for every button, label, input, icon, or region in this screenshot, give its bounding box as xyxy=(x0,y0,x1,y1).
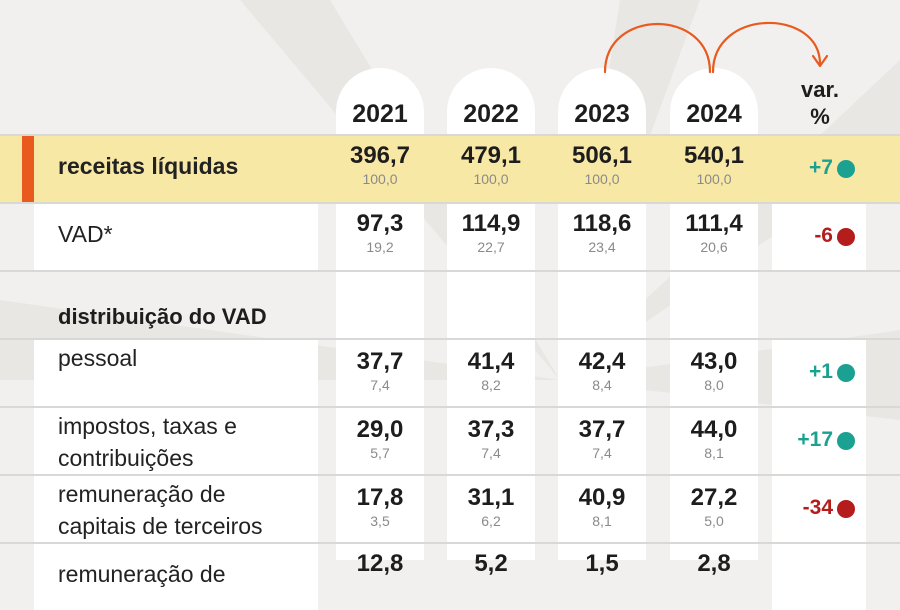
row-label-cell xyxy=(34,202,318,270)
share-2023: 8,1 xyxy=(592,513,612,529)
var-percent: -6 xyxy=(814,224,833,247)
value-2021: 396,7 xyxy=(349,142,411,169)
row-divider xyxy=(0,134,900,136)
row-label-line: remuneração de xyxy=(58,481,226,507)
row-var-cell xyxy=(772,542,866,610)
row-label: receitas líquidas xyxy=(58,150,238,182)
share-2023: 23,4 xyxy=(588,239,616,255)
share-2023: 8,4 xyxy=(592,377,612,393)
share-2022: 100,0 xyxy=(473,171,509,187)
row-label: remuneração de capitais de terceiros xyxy=(58,478,263,542)
value-2023: 40,9 xyxy=(578,484,626,511)
row-label: remuneração de xyxy=(58,558,226,590)
share-2021: 7,4 xyxy=(370,377,390,393)
row-divider xyxy=(0,270,900,272)
share-2024: 8,1 xyxy=(704,445,724,461)
year-column-2023 xyxy=(558,135,646,560)
row-label-cell xyxy=(34,474,318,542)
row-label-line: contribuições xyxy=(58,445,194,471)
value-2021: 29,0 xyxy=(356,416,404,443)
var-header: var. % xyxy=(778,76,862,130)
row-divider xyxy=(0,406,900,408)
year-header-2023: 2023 xyxy=(574,100,630,128)
share-2021: 3,5 xyxy=(370,513,390,529)
year-column-cap-2024 xyxy=(670,68,758,138)
row-label-line: receitas líquidas xyxy=(58,153,239,179)
value-2022: 5,2 xyxy=(474,550,508,577)
row-label-cell xyxy=(34,406,318,474)
year-column-2024 xyxy=(670,135,758,560)
year-column-cap-2021 xyxy=(336,68,424,138)
var-header-line2: % xyxy=(810,104,830,129)
value-2023: 42,4 xyxy=(578,348,626,375)
var-percent: -34 xyxy=(802,496,833,519)
row-label-line: remuneração de xyxy=(58,561,226,587)
year-column-2021 xyxy=(336,135,424,560)
row-divider xyxy=(0,338,900,340)
year-column-2022 xyxy=(447,135,535,560)
value-2024: 111,4 xyxy=(685,210,743,237)
positive-dot-icon xyxy=(837,364,855,382)
value-2023: 506,1 xyxy=(571,142,633,169)
year-header-2022: 2022 xyxy=(463,100,519,128)
var-percent: +7 xyxy=(809,156,833,179)
row-label-cell xyxy=(34,338,318,406)
row-label: VAD* xyxy=(58,218,113,250)
value-2022: 37,3 xyxy=(467,416,515,443)
value-2024: 27,2 xyxy=(690,484,738,511)
value-2023: 37,7 xyxy=(578,416,626,443)
row-label: impostos, taxas e contribuições xyxy=(58,410,237,474)
year-header-2021: 2021 xyxy=(352,100,408,128)
row-label-line: VAD* xyxy=(58,221,113,247)
share-2021: 100,0 xyxy=(362,171,398,187)
value-2024: 540,1 xyxy=(683,142,745,169)
negative-dot-icon xyxy=(837,228,855,246)
value-2022: 114,9 xyxy=(461,210,521,237)
var-header-line1: var. xyxy=(801,77,839,102)
negative-dot-icon xyxy=(837,500,855,518)
curved-arrow-icon xyxy=(603,21,829,74)
value-2022: 479,1 xyxy=(460,142,522,169)
value-2021: 17,8 xyxy=(356,484,404,511)
value-2022: 41,4 xyxy=(467,348,515,375)
var-percent: +17 xyxy=(797,428,833,451)
share-2024: 100,0 xyxy=(696,171,732,187)
row-divider xyxy=(0,542,900,544)
share-2021: 19,2 xyxy=(366,239,394,255)
year-column-cap-2023 xyxy=(558,68,646,138)
positive-dot-icon xyxy=(837,432,855,450)
year-column-cap-2022 xyxy=(447,68,535,138)
value-2021: 97,3 xyxy=(356,210,404,237)
positive-dot-icon xyxy=(837,160,855,178)
row-label-line: pessoal xyxy=(58,345,138,371)
highlight-accent-bar xyxy=(22,134,34,202)
row-label-line: impostos, taxas e xyxy=(58,413,237,439)
share-2022: 8,2 xyxy=(481,377,501,393)
row-divider xyxy=(0,474,900,476)
share-2023: 100,0 xyxy=(584,171,620,187)
row-label-line: capitais de terceiros xyxy=(58,513,263,539)
value-2024: 43,0 xyxy=(690,348,738,375)
var-percent: +1 xyxy=(809,360,833,383)
row-label: pessoal xyxy=(58,342,137,374)
share-2024: 20,6 xyxy=(700,239,728,255)
value-2022: 31,1 xyxy=(467,484,515,511)
highlight-band xyxy=(0,134,900,202)
share-2022: 6,2 xyxy=(481,513,501,529)
year-header-2024: 2024 xyxy=(686,100,742,128)
share-2022: 7,4 xyxy=(481,445,501,461)
value-2024: 44,0 xyxy=(690,416,738,443)
value-2023: 118,6 xyxy=(572,210,632,237)
section-title: distribuição do VAD xyxy=(58,304,267,329)
value-2023: 1,5 xyxy=(585,550,619,577)
share-2023: 7,4 xyxy=(592,445,612,461)
value-2021: 12,8 xyxy=(356,550,404,577)
share-2024: 5,0 xyxy=(704,513,724,529)
share-2021: 5,7 xyxy=(370,445,390,461)
row-divider xyxy=(0,202,900,204)
value-2024: 2,8 xyxy=(697,550,731,577)
value-2021: 37,7 xyxy=(356,348,404,375)
share-2024: 8,0 xyxy=(704,377,724,393)
share-2022: 22,7 xyxy=(477,239,505,255)
